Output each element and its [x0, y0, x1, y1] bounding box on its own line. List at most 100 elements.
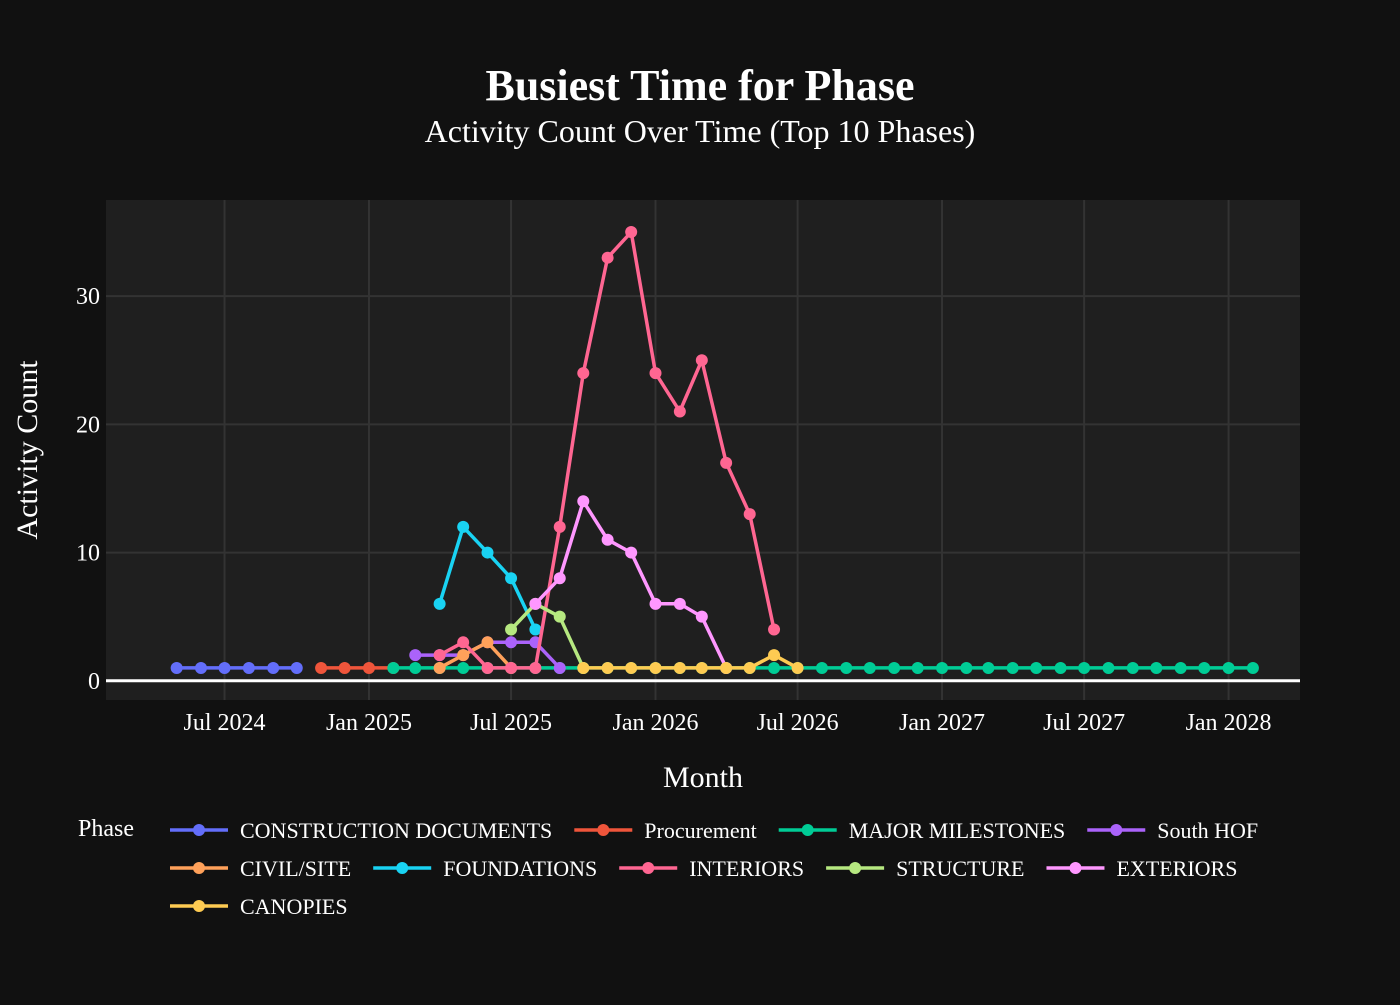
data-point — [601, 661, 614, 674]
data-point — [1078, 661, 1091, 674]
data-point — [815, 661, 828, 674]
data-point — [505, 636, 518, 649]
legend-item-major-milestones: MAJOR MILESTONES — [778, 818, 1066, 843]
legend-item-foundations: FOUNDATIONS — [373, 856, 597, 881]
y-tick-label: 10 — [76, 541, 100, 567]
series-construction-documents — [170, 661, 303, 674]
data-point — [673, 661, 686, 674]
data-point — [1198, 661, 1211, 674]
data-point — [1006, 661, 1019, 674]
data-point — [720, 661, 733, 674]
data-point — [433, 597, 446, 610]
data-point — [553, 572, 566, 585]
data-point — [840, 661, 853, 674]
data-point — [242, 661, 255, 674]
legend: CONSTRUCTION DOCUMENTS Procurement MAJOR M… — [170, 818, 1258, 919]
x-axis-ticks: Jul 2024 Jan 2025 Jul 2025 Jan 2026 Jul 2026… — [184, 710, 1272, 736]
series-line — [509, 602, 585, 669]
data-point — [433, 649, 446, 662]
chart-title: Busiest Time for Phase — [485, 61, 914, 110]
data-point — [577, 495, 590, 508]
data-point — [1126, 661, 1139, 674]
x-tick-label: Jul 2027 — [1043, 710, 1125, 736]
y-axis-ticks: 0 10 20 30 — [76, 284, 100, 695]
series-canopies — [577, 649, 804, 674]
data-point — [529, 661, 542, 674]
y-tick-label: 30 — [76, 284, 100, 310]
series-line — [438, 640, 513, 670]
data-point — [387, 661, 400, 674]
chart-subtitle: Activity Count Over Time (Top 10 Phases) — [425, 113, 976, 149]
data-point — [170, 661, 183, 674]
data-point — [601, 533, 614, 546]
y-tick-label: 20 — [76, 412, 100, 438]
legend-swatch-marker — [849, 862, 862, 874]
data-point — [505, 661, 518, 674]
data-point — [218, 661, 231, 674]
grid — [106, 200, 1300, 700]
data-point — [649, 367, 662, 380]
data-point — [529, 597, 542, 610]
data-point — [1174, 661, 1187, 674]
legend-swatch-marker — [396, 862, 409, 874]
legend-label: CONSTRUCTION DOCUMENTS — [240, 818, 552, 843]
data-point — [577, 661, 590, 674]
data-point — [409, 661, 422, 674]
data-point — [673, 405, 686, 418]
legend-swatch-marker — [1110, 824, 1123, 836]
legend-label: MAJOR MILESTONES — [849, 818, 1066, 843]
data-point — [695, 354, 708, 367]
data-point — [553, 520, 566, 533]
legend-label: INTERIORS — [689, 856, 804, 881]
data-point — [601, 251, 614, 264]
legend-swatch-marker — [642, 862, 655, 874]
x-tick-label: Jan 2027 — [899, 710, 985, 736]
legend-label: CANOPIES — [240, 894, 348, 919]
legend-item-civil-site: CIVIL/SITE — [170, 856, 351, 881]
legend-swatch-marker — [1069, 862, 1082, 874]
data-point — [863, 661, 876, 674]
data-point — [553, 661, 566, 674]
series-interiors — [433, 226, 781, 674]
legend-item-interiors: INTERIORS — [619, 856, 804, 881]
legend-swatch-marker — [193, 862, 205, 874]
legend-item-construction-documents: CONSTRUCTION DOCUMENTS — [170, 818, 552, 843]
data-point — [936, 661, 949, 674]
legend-item-canopies: CANOPIES — [170, 894, 348, 919]
data-point — [743, 661, 756, 674]
data-point — [577, 367, 590, 380]
data-point — [768, 649, 781, 662]
legend-swatch-marker — [193, 824, 205, 836]
x-tick-label: Jan 2028 — [1186, 710, 1272, 736]
data-point — [960, 661, 973, 674]
data-point — [457, 661, 470, 674]
legend-label: EXTERIORS — [1116, 856, 1237, 881]
data-point — [457, 520, 470, 533]
data-point — [888, 661, 901, 674]
legend-label: CIVIL/SITE — [240, 856, 351, 881]
x-tick-label: Jul 2025 — [470, 710, 552, 736]
legend-item-exteriors: EXTERIORS — [1046, 856, 1237, 881]
legend-label: Procurement — [644, 818, 756, 843]
y-axis-label: Activity Count — [11, 360, 44, 540]
series-foundations — [433, 520, 542, 636]
data-point — [457, 636, 470, 649]
data-point — [505, 623, 518, 636]
x-tick-label: Jan 2025 — [326, 710, 412, 736]
data-point — [649, 661, 662, 674]
legend-swatch-marker — [801, 824, 814, 836]
legend-title: Phase — [78, 816, 134, 842]
data-point — [1054, 661, 1067, 674]
series-group — [170, 226, 1259, 674]
data-point — [362, 661, 375, 674]
legend-label: FOUNDATIONS — [443, 856, 597, 881]
data-point — [290, 661, 303, 674]
data-point — [481, 661, 494, 674]
data-point — [720, 456, 733, 469]
data-point — [673, 597, 686, 610]
data-point — [1102, 661, 1115, 674]
legend-swatch-marker — [597, 824, 610, 836]
data-point — [791, 661, 804, 674]
data-point — [481, 636, 494, 649]
